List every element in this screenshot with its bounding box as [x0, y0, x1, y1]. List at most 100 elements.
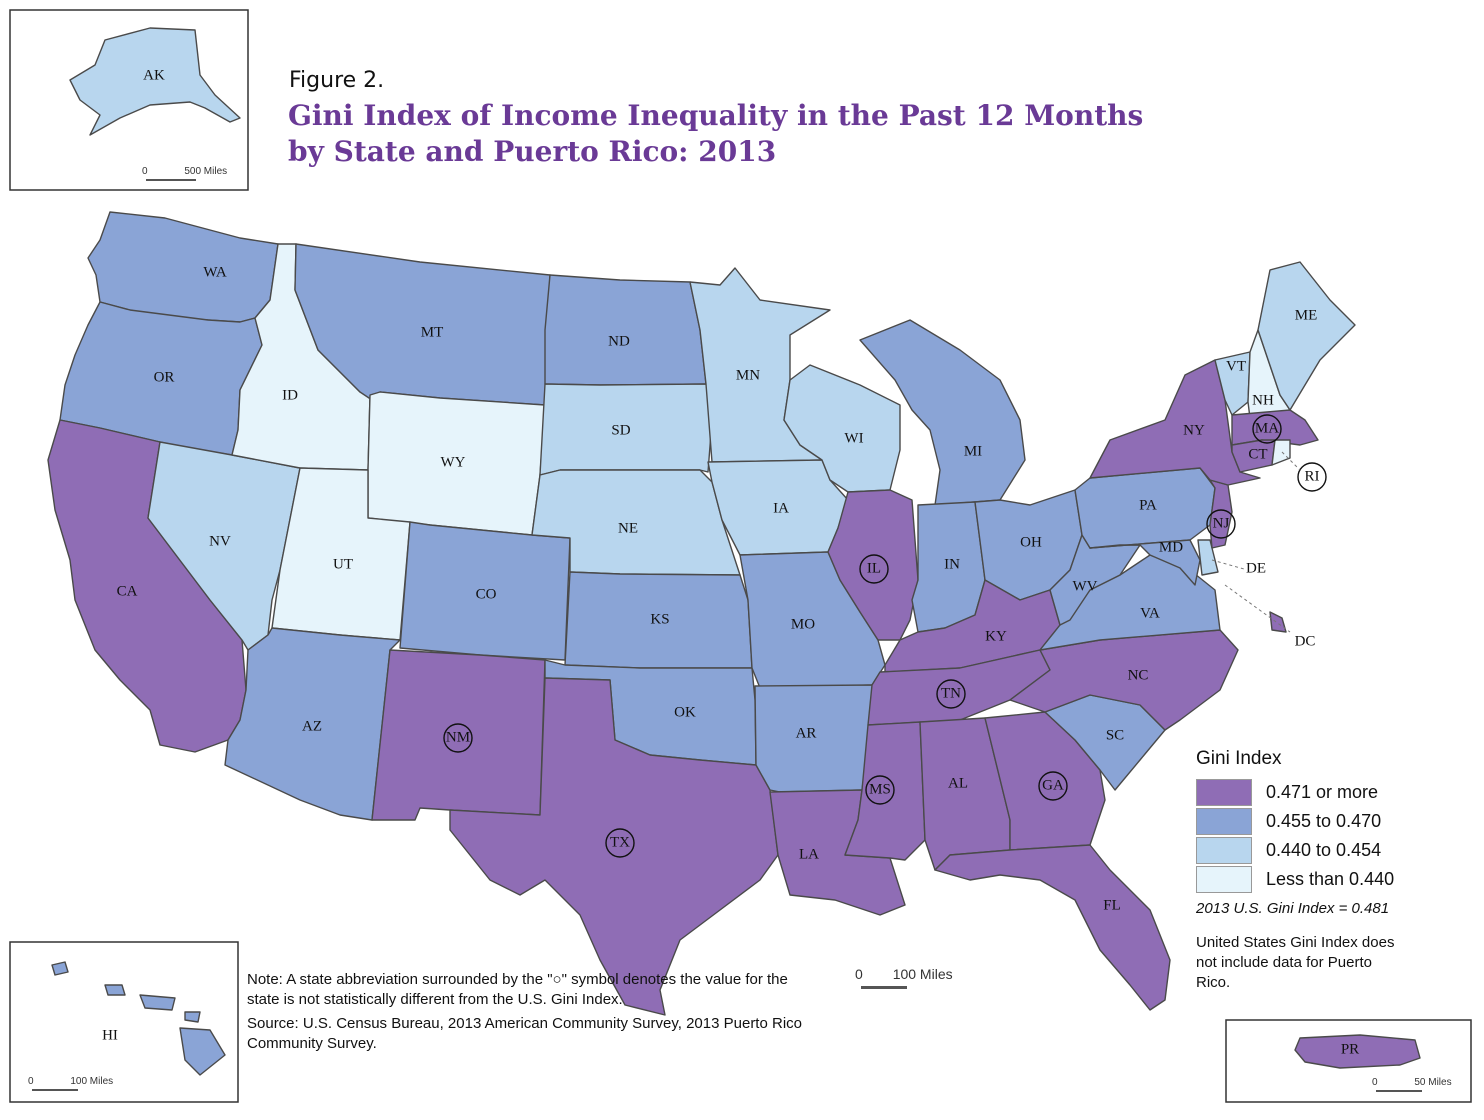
state-label-az: AZ [302, 718, 322, 734]
state-label-tn: TN [941, 685, 961, 701]
significance-circle-il [859, 554, 889, 584]
title-line-2: by State and Puerto Rico: 2013 [288, 135, 777, 168]
state-nj[interactable] [1209, 479, 1233, 549]
legend-label: 0.455 to 0.470 [1266, 811, 1382, 831]
alaska-scale-bar: 0 500 Miles [142, 166, 228, 181]
state-label-de: DE [1246, 560, 1266, 576]
state-label-ri: RI [1305, 468, 1320, 484]
state-pr[interactable] [1294, 1034, 1421, 1069]
state-label-or: OR [154, 369, 175, 385]
state-label-ma: MA [1255, 420, 1279, 436]
state-az[interactable] [224, 627, 401, 821]
legend-swatch [1196, 866, 1252, 893]
legend: Gini Index 0.471 or more 0.455 to 0.470 … [1196, 748, 1456, 993]
legend-row: 0.440 to 0.454 [1196, 836, 1456, 865]
puerto-rico-scale-line [1376, 1090, 1422, 1092]
legend-swatch [1196, 837, 1252, 864]
state-label-fl: FL [1103, 897, 1121, 913]
state-label-ia: IA [773, 500, 789, 516]
state-label-nh: NH [1252, 392, 1274, 408]
state-il[interactable] [827, 489, 919, 641]
note-text: Note: A state abbreviation surrounded by… [247, 971, 788, 1008]
state-label-mt: MT [421, 324, 444, 340]
legend-title: Gini Index [1196, 748, 1282, 769]
legend-label: 0.440 to 0.454 [1266, 840, 1382, 860]
legend-row: 0.455 to 0.470 [1196, 807, 1456, 836]
legend-row: Less than 0.440 [1196, 865, 1456, 894]
state-label-id: ID [282, 387, 298, 403]
state-wa[interactable] [87, 211, 279, 323]
state-label-ms: MS [869, 781, 891, 797]
significance-circle-tx [605, 828, 635, 858]
legend-swatch [1196, 808, 1252, 835]
state-hi[interactable] [51, 961, 226, 1076]
state-label-nc: NC [1128, 667, 1149, 683]
state-label-me: ME [1295, 307, 1318, 323]
state-label-pr: PR [1341, 1041, 1359, 1057]
figure-label: Figure 2. [289, 68, 385, 93]
state-label-co: CO [476, 586, 497, 602]
state-label-wi: WI [844, 430, 863, 446]
state-label-md: MD [1159, 539, 1183, 555]
state-label-sc: SC [1106, 727, 1124, 743]
state-label-sd: SD [611, 422, 630, 438]
state-label-nm: NM [446, 729, 470, 745]
state-label-mn: MN [736, 367, 760, 383]
hawaii-scale-bar: 0 100 Miles [28, 1076, 113, 1091]
state-co[interactable] [399, 521, 571, 661]
state-fl[interactable] [934, 844, 1171, 1011]
state-label-ut: UT [333, 556, 353, 572]
map-title: Gini Index of Income Inequality in the P… [288, 98, 1188, 170]
state-label-ga: GA [1042, 777, 1064, 793]
state-nd[interactable] [544, 274, 707, 386]
state-ar[interactable] [754, 684, 881, 793]
state-label-la: LA [799, 846, 819, 862]
significance-circle-ma [1252, 414, 1282, 444]
significance-circle-ga [1038, 771, 1068, 801]
alaska-scale-line [146, 179, 196, 181]
state-label-vt: VT [1226, 358, 1246, 374]
state-me[interactable] [1257, 261, 1356, 411]
state-label-ks: KS [650, 611, 669, 627]
state-label-ny: NY [1183, 422, 1205, 438]
significance-circle-ri [1297, 462, 1327, 492]
state-de[interactable] [1197, 539, 1219, 576]
state-label-ak: AK [143, 67, 165, 83]
state-dc[interactable] [1269, 611, 1287, 633]
significance-circle-ms [865, 775, 895, 805]
puerto-rico-scale-label: 50 Miles [1414, 1077, 1452, 1088]
state-label-ct: CT [1248, 446, 1267, 462]
puerto-rico-scale-zero: 0 [1372, 1077, 1378, 1088]
hawaii-scale-zero: 0 [28, 1076, 34, 1087]
state-label-ky: KY [985, 628, 1007, 644]
leader-line-ri [1281, 451, 1301, 471]
state-label-wa: WA [203, 264, 226, 280]
state-label-nd: ND [608, 333, 630, 349]
state-ak[interactable] [69, 27, 241, 136]
alaska-scale-zero: 0 [142, 166, 148, 177]
state-label-nj: NJ [1213, 515, 1230, 531]
state-label-va: VA [1140, 605, 1160, 621]
state-tx[interactable] [449, 677, 779, 1016]
state-label-mi: MI [964, 443, 982, 459]
significance-circle-nm [443, 723, 473, 753]
state-label-ar: AR [796, 725, 817, 741]
state-md[interactable] [1089, 539, 1201, 586]
legend-label: Less than 0.440 [1266, 869, 1395, 889]
state-label-wy: WY [441, 454, 466, 470]
significance-circle-tn [936, 679, 966, 709]
state-label-pa: PA [1139, 497, 1157, 513]
main-scale-label: 100 Miles [892, 966, 953, 982]
leader-line-dc [1224, 584, 1291, 633]
state-label-ne: NE [618, 520, 638, 536]
source-text: Source: U.S. Census Bureau, 2013 America… [247, 1015, 802, 1052]
us-gini-index: 2013 U.S. Gini Index = 0.481 [1196, 900, 1390, 917]
state-ri[interactable] [1271, 439, 1291, 466]
main-scale-zero: 0 [855, 966, 863, 982]
main-scale-bar: 0 100 Miles [855, 966, 953, 989]
map-note: Note: A state abbreviation surrounded by… [247, 970, 807, 1054]
state-vt[interactable] [1214, 351, 1251, 416]
alaska-scale-label: 500 Miles [184, 166, 228, 177]
state-label-dc: DC [1295, 633, 1316, 649]
